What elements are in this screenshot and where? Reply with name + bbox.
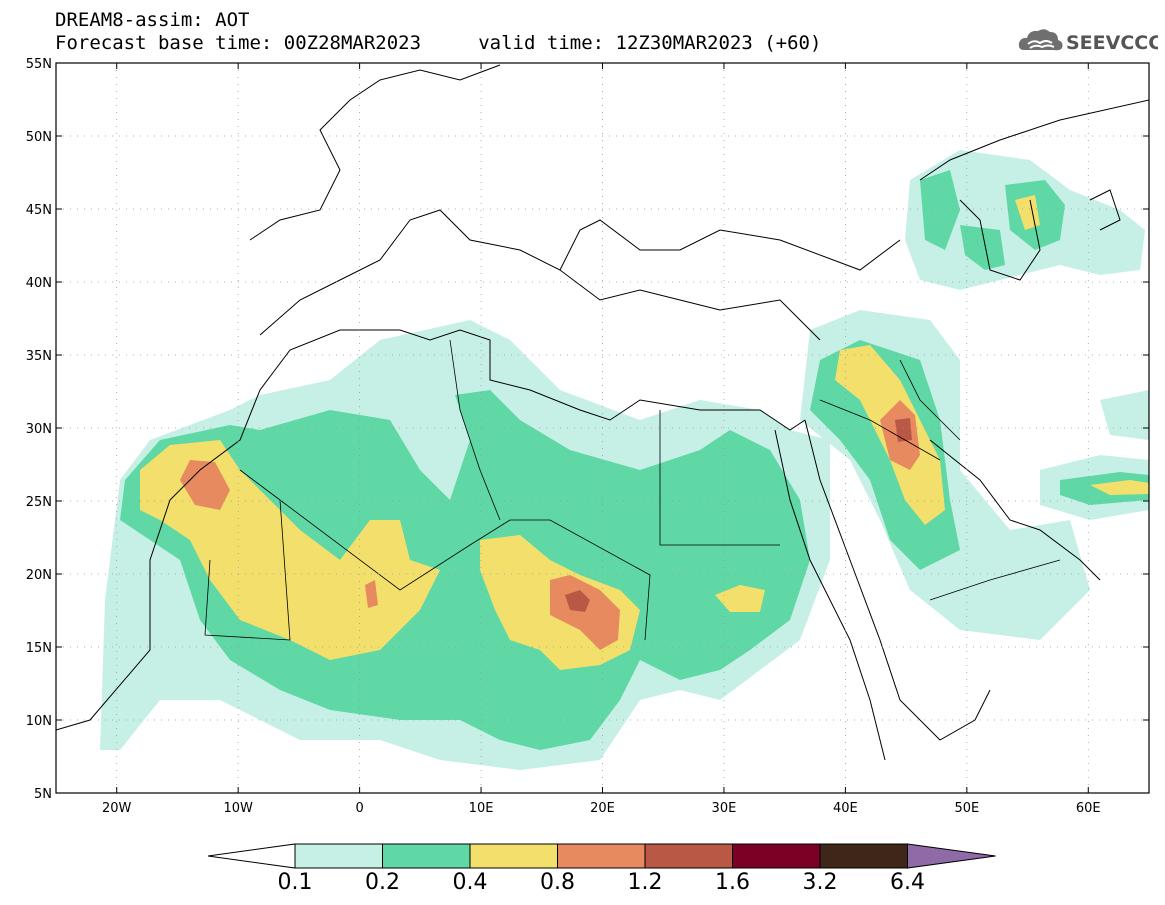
colorbar-box (294, 843, 383, 869)
aot-band-0.8 (180, 400, 920, 650)
lon-tick-label: 40E (833, 801, 858, 816)
lon-tick-label: 20W (102, 801, 132, 816)
cloud-icon (1018, 29, 1063, 51)
latitude-labels: 55N 50N 45N 40N 35N 30N 25N 20N 15N 10N 5N (26, 57, 52, 802)
colorbar-boxes (207, 843, 996, 869)
colorbar-label: 0.4 (453, 870, 488, 895)
lat-tick-label: 35N (26, 349, 52, 364)
lat-tick-label: 25N (26, 495, 52, 510)
lat-tick-label: 30N (26, 422, 52, 437)
colorbar-labels: 0.1 0.2 0.4 0.8 1.2 1.6 3.2 6.4 (278, 870, 926, 895)
colorbar-under-arrow (207, 843, 296, 869)
lon-tick-label: 10W (223, 801, 253, 816)
forecast-times: Forecast base time: 00Z28MAR2023 valid t… (55, 32, 822, 54)
coastlines (56, 64, 1149, 761)
lat-tick-label: 50N (26, 130, 52, 145)
colorbar-box (732, 843, 821, 869)
colorbar-label: 1.2 (628, 870, 663, 895)
colorbar-box (557, 843, 646, 869)
axis-ticks (56, 62, 1149, 794)
lat-tick-label: 10N (26, 714, 52, 729)
colorbar-label: 0.1 (278, 870, 313, 895)
colorbar-box (382, 843, 471, 869)
lat-tick-label: 5N (34, 787, 52, 802)
aot-field (100, 150, 1149, 770)
aot-band-1.2 (565, 418, 912, 612)
lat-tick-label: 45N (26, 203, 52, 218)
lat-tick-label: 15N (26, 641, 52, 656)
colorbar-over-arrow (907, 843, 996, 869)
colorbar-label: 3.2 (803, 870, 838, 895)
borders (204, 339, 1061, 641)
lat-tick-label: 40N (26, 276, 52, 291)
lat-tick-label: 20N (26, 568, 52, 583)
colorbar-box (819, 843, 908, 869)
seevccc-logo: SEEVCCC (1018, 29, 1158, 54)
colorbar-box (469, 843, 558, 869)
lon-tick-label: 30E (712, 801, 737, 816)
lat-tick-label: 55N (26, 57, 52, 72)
colorbar-label: 6.4 (890, 870, 925, 895)
map-title: DREAM8-assim: AOT (55, 9, 250, 31)
colorbar-label: 0.2 (365, 870, 400, 895)
longitude-labels: 20W 10W 0 10E 20E 30E 40E 50E 60E (102, 801, 1101, 816)
lon-tick-label: 20E (590, 801, 615, 816)
colorbar-label: 1.6 (715, 870, 750, 895)
lon-tick-label: 0 (355, 801, 363, 816)
lon-tick-label: 60E (1076, 801, 1101, 816)
lon-tick-label: 10E (469, 801, 494, 816)
logo-text: SEEVCCC (1066, 32, 1158, 54)
graticule (56, 63, 1149, 793)
colorbar-label: 0.8 (540, 870, 575, 895)
aot-band-0.2 (120, 170, 1149, 750)
colorbar-box (644, 843, 733, 869)
lon-tick-label: 50E (954, 801, 979, 816)
